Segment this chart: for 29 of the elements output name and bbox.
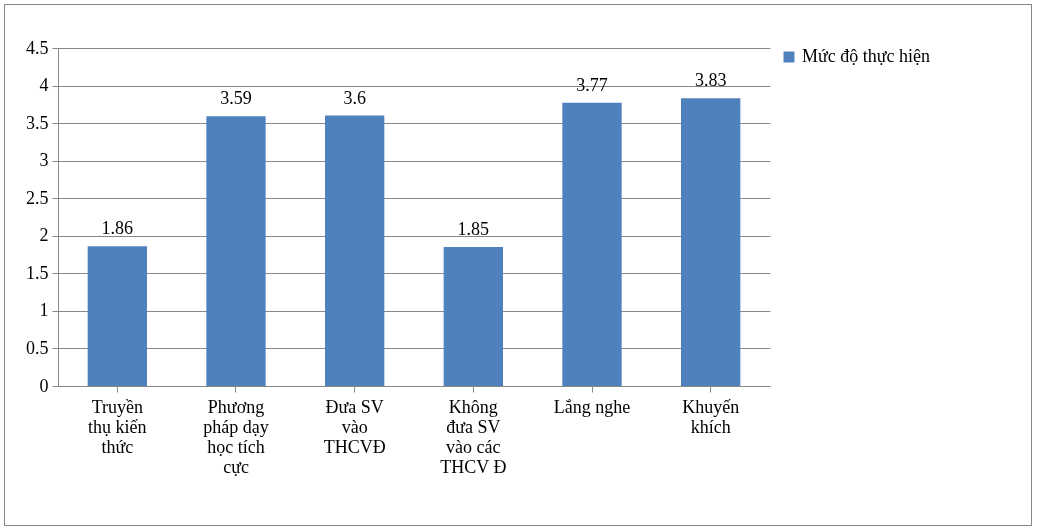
y-tick-label: 3 <box>39 150 49 171</box>
y-tick-label: 1 <box>39 300 49 321</box>
x-tick-label: Phương pháp dạy học tích cực <box>203 396 269 477</box>
y-tick-label: 2 <box>39 225 49 246</box>
bar <box>325 115 385 386</box>
y-tick-label: 2.5 <box>26 187 49 208</box>
x-tick-label: Không đưa SV vào các THCV Đ <box>440 396 507 477</box>
data-label: 1.86 <box>101 218 134 239</box>
data-label: 3.6 <box>343 87 366 108</box>
data-label: 3.77 <box>576 74 608 95</box>
bar <box>87 246 147 386</box>
legend-label: Mức độ thực hiện <box>802 46 930 66</box>
y-tick-label: 0 <box>39 375 49 396</box>
y-tick-label: 4 <box>39 75 49 96</box>
data-label: 3.83 <box>694 70 727 91</box>
bar <box>443 247 503 386</box>
bar <box>681 98 741 386</box>
y-tick-label: 4.5 <box>26 37 49 58</box>
y-tick-label: 0.5 <box>26 337 49 358</box>
x-tick-label: Khuyến khích <box>682 396 740 437</box>
bar <box>206 116 266 386</box>
y-tick-label: 3.5 <box>26 112 49 133</box>
bar <box>562 102 622 386</box>
y-tick-label: 1.5 <box>26 262 49 283</box>
x-tick-label: Truyền thụ kiến thức <box>88 396 147 457</box>
x-tick-label: Đưa SV vào THCVĐ <box>323 396 386 457</box>
data-label: 3.59 <box>220 88 252 109</box>
x-tick-label: Lắng nghe <box>553 396 631 417</box>
data-label: 1.85 <box>457 219 490 240</box>
